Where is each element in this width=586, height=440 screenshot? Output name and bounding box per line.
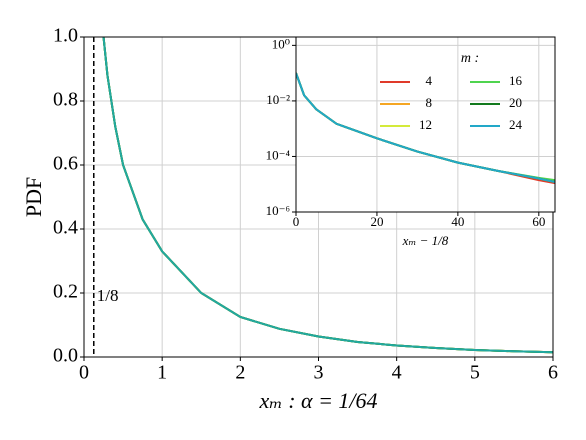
y-tick-label: 0.2 (53, 281, 78, 303)
legend-label: 20 (509, 95, 522, 110)
legend-label: 12 (419, 117, 432, 132)
axes-frame (295, 36, 556, 213)
plot-area (296, 72, 555, 185)
y-tick-label: 10⁰ (272, 36, 290, 51)
x-tick-label: 1 (157, 362, 167, 384)
data-line (102, 37, 553, 354)
y-tick-label: 10⁻² (266, 92, 290, 107)
y-tick-label: 0.8 (53, 89, 78, 111)
legend-label: 4 (426, 73, 433, 88)
x-tick-label: 20 (370, 214, 383, 229)
x-tick-label: 40 (451, 214, 464, 229)
x-axis-label: xₘ : α = 1/64 (258, 388, 377, 413)
data-line (296, 72, 555, 184)
y-tick-label: 0.6 (53, 153, 78, 175)
x-tick-label: 0 (79, 362, 89, 384)
legend-label: 24 (509, 117, 523, 132)
x-tick-label: 6 (548, 362, 558, 384)
x-tick-label: 0 (293, 214, 300, 229)
plot-area (93, 37, 553, 357)
x-tick-label: 60 (532, 214, 545, 229)
y-tick-label: 1.0 (53, 25, 78, 47)
legend-title: m : (461, 51, 479, 66)
y-tick-label: 10⁻⁶ (266, 203, 290, 218)
x-tick-label: 4 (392, 362, 402, 384)
y-tick-label: 0.0 (53, 345, 78, 367)
x-tick-label: 3 (314, 362, 324, 384)
x-axis-label: xₘ − 1/8 (402, 233, 449, 248)
legend-label: 16 (509, 73, 523, 88)
x-tick-label: 2 (235, 362, 245, 384)
y-tick-label: 0.4 (53, 217, 78, 239)
x-tick-label: 5 (470, 362, 480, 384)
legend-label: 8 (426, 95, 433, 110)
y-axis-label: PDF (21, 177, 46, 217)
y-tick-label: 10⁻⁴ (266, 147, 291, 162)
reference-label: 1/8 (97, 286, 119, 305)
